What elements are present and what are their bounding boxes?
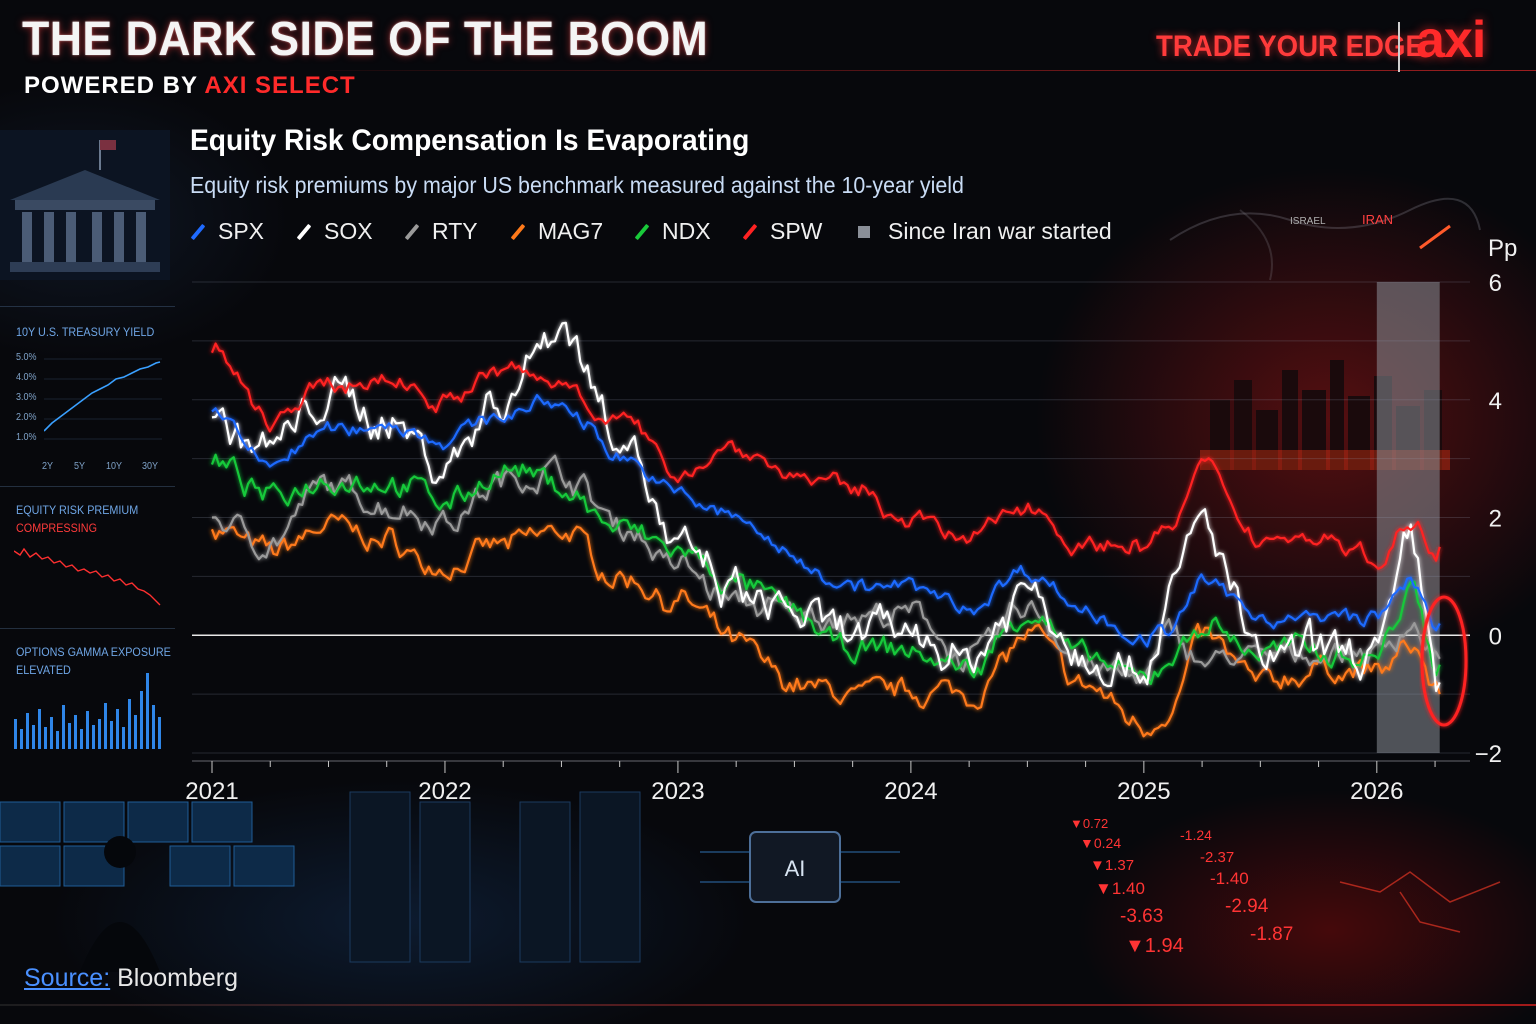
ai-chip-label: AI <box>785 856 806 881</box>
legend-label: SPX <box>218 218 265 244</box>
yield-panel: 10Y U.S. TREASURY YIELD 5.0% 4.0% 3.0% 2… <box>0 306 175 485</box>
erp-sparkline <box>14 547 161 606</box>
yield-tick: 4.0% <box>16 372 37 383</box>
erp-panel-label: EQUITY RISK PREMIUM <box>16 503 139 517</box>
legend-item-spx: SPX <box>190 218 264 245</box>
map-label-israel: ISRAEL <box>1290 216 1326 227</box>
ai-chip-illustration: AI <box>700 831 900 903</box>
server-racks-illustration <box>349 791 641 963</box>
legend-swatch <box>190 223 206 240</box>
yield-x-tick: 10Y <box>106 461 123 472</box>
legend-item-mag7: MAG7 <box>510 218 603 245</box>
source-value: Bloomberg <box>117 964 239 992</box>
legend-item-ndx: NDX <box>634 218 711 245</box>
erp-panel: EQUITY RISK PREMIUM COMPRESSING <box>0 486 175 621</box>
map-label-iran: IRAN <box>1362 212 1393 227</box>
legend-swatch <box>858 225 870 238</box>
ticker-value: ▼1.94 <box>1125 935 1184 957</box>
footer-rule <box>0 1004 1536 1006</box>
source-link[interactable]: Source: <box>24 964 111 992</box>
cracked-ground-illustration <box>1339 871 1501 933</box>
chart-title: Equity Risk Compensation Is Evaporating <box>190 124 750 157</box>
powered-by: POWERED BY AXI SELECT <box>24 72 356 100</box>
legend-label: MAG7 <box>538 218 604 244</box>
ticker-value: -3.63 <box>1120 906 1163 927</box>
legend-swatch <box>296 223 312 240</box>
yield-x-tick: 2Y <box>42 461 54 472</box>
legend-item-spw: SPW <box>742 218 822 245</box>
bottom-scene: AI ▼0.72 ▼0.24 -1.24 ▼1.37 -2.37 ▼1.40 -… <box>0 791 1501 972</box>
source-line: Source: Bloomberg <box>24 964 238 993</box>
legend-swatch <box>404 223 420 240</box>
ticker-value: ▼0.24 <box>1080 835 1121 851</box>
missile-streak <box>1419 224 1451 250</box>
legend-swatch <box>634 223 650 240</box>
yield-tick: 3.0% <box>16 392 37 403</box>
gamma-bars <box>14 673 161 749</box>
ticker-value: -1.40 <box>1210 869 1249 888</box>
gamma-panel-status: ELEVATED <box>16 663 71 677</box>
ticker-value: -1.24 <box>1180 827 1212 843</box>
legend-item-sox: SOX <box>296 218 373 245</box>
tagline: TRADE YOUR EDGE <box>1156 30 1424 63</box>
chart-subtitle: Equity risk premiums by major US benchma… <box>190 172 964 198</box>
legend-label: Since Iran war started <box>888 218 1112 244</box>
ticker-value: ▼1.37 <box>1090 857 1134 874</box>
yield-sparkline <box>44 358 162 440</box>
red-ticker-board: ▼0.72 ▼0.24 -1.24 ▼1.37 -2.37 ▼1.40 -1.4… <box>1070 816 1293 957</box>
trading-desk-illustration <box>0 801 295 972</box>
header-rule <box>330 70 1536 71</box>
legend-label: NDX <box>662 218 711 244</box>
yield-tick: 1.0% <box>16 432 37 443</box>
ticker-value: -1.87 <box>1250 924 1293 945</box>
yield-panel-label: 10Y U.S. TREASURY YIELD <box>16 325 155 339</box>
legend-label: SPW <box>770 218 823 244</box>
yield-tick: 2.0% <box>16 412 37 423</box>
erp-panel-status: COMPRESSING <box>16 521 98 535</box>
gamma-panel-label: OPTIONS GAMMA EXPOSURE <box>16 645 171 659</box>
middle-east-map: ISRAEL IRAN <box>1169 197 1481 281</box>
page-title: THE DARK SIDE OF THE BOOM <box>22 13 709 66</box>
federal-building-illustration <box>0 130 170 280</box>
ticker-value: ▼0.72 <box>1070 816 1108 831</box>
ticker-value: -2.37 <box>1200 849 1234 866</box>
powered-prefix: POWERED BY <box>24 72 205 99</box>
legend-item-iran-war: Since Iran war started <box>856 218 1112 245</box>
legend-item-rty: RTY <box>404 218 478 245</box>
ticker-value: ▼1.40 <box>1095 879 1145 898</box>
gamma-panel: OPTIONS GAMMA EXPOSURE ELEVATED <box>0 628 175 765</box>
yield-x-tick: 5Y <box>74 461 86 472</box>
logo-divider <box>1398 22 1400 72</box>
legend-swatch <box>742 223 758 240</box>
yield-tick: 5.0% <box>16 352 37 363</box>
legend-swatch <box>510 223 526 240</box>
legend-label: SOX <box>324 218 373 244</box>
powered-brand: AXI SELECT <box>204 72 356 99</box>
axi-logo: axi <box>1416 11 1486 69</box>
yield-x-tick: 30Y <box>142 461 159 472</box>
ticker-value: -2.94 <box>1225 896 1269 917</box>
legend-label: RTY <box>432 218 478 244</box>
burning-city-skyline <box>1200 360 1450 470</box>
